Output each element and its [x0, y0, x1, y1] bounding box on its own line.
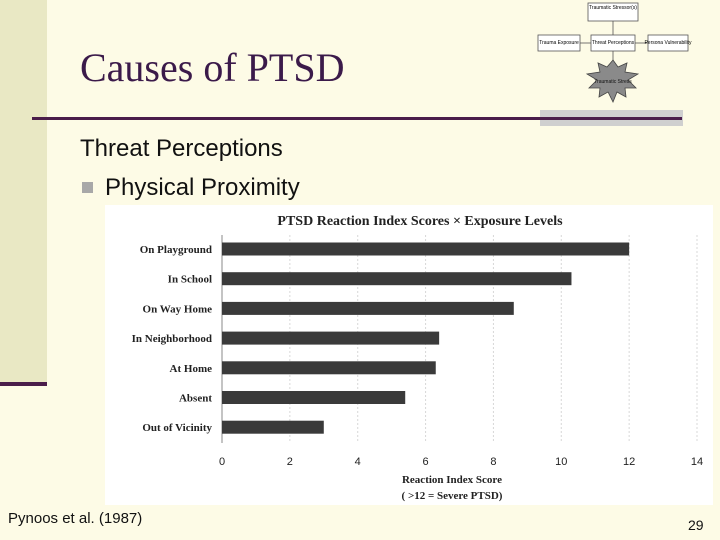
chart-bar — [222, 420, 324, 434]
chart-tick-label: 0 — [219, 456, 225, 468]
title-rule — [32, 117, 682, 120]
section-heading: Threat Perceptions — [80, 135, 283, 162]
chart-category-label: On Playground — [140, 244, 212, 256]
chart-bar — [222, 331, 440, 345]
bullet-text: Physical Proximity — [105, 174, 300, 201]
chart-title: PTSD Reaction Index Scores × Exposure Le… — [277, 214, 563, 229]
chart-tick-label: 8 — [490, 456, 496, 468]
chart-category-label: Absent — [179, 393, 212, 405]
chart-tick-label: 10 — [555, 456, 567, 468]
bullet-item: Physical Proximity — [82, 174, 300, 202]
chart-xlabel-note: ( >12 = Severe PTSD) — [402, 490, 503, 502]
chart-bar — [222, 272, 572, 286]
causes-diagram: Traumatic Stressor(s) Trauma Exposure Th… — [537, 2, 692, 103]
chart-tick-label: 14 — [691, 456, 703, 468]
chart-category-label: In Neighborhood — [132, 333, 212, 345]
left-accent-bar — [0, 382, 47, 386]
chart-tick-label: 2 — [287, 456, 293, 468]
chart-bar — [222, 391, 406, 404]
diagram-top-box-text: Traumatic Stressor(s) — [589, 5, 637, 11]
chart-tick-label: 12 — [623, 456, 635, 468]
chart-tick-label: 6 — [423, 456, 429, 468]
slide-title: Causes of PTSD — [80, 45, 345, 90]
chart-tick-label: 4 — [355, 456, 361, 468]
bullet-square-icon — [82, 182, 93, 193]
ptsd-bar-chart: PTSD Reaction Index Scores × Exposure Le… — [105, 205, 713, 505]
diagram-burst-shape — [585, 59, 640, 103]
chart-bar — [222, 242, 630, 256]
chart-xlabel: Reaction Index Score — [402, 474, 502, 486]
diagram-right-box-text: Persona Vulnerability — [644, 40, 692, 46]
chart-bar — [222, 301, 514, 315]
chart-category-label: In School — [168, 274, 212, 286]
chart-category-label: At Home — [170, 363, 213, 375]
diagram-middle-box-text: Threat Perceptions — [592, 40, 635, 46]
left-decor-band — [0, 0, 47, 386]
diagram-left-box-text: Trauma Exposure — [539, 40, 579, 46]
diagram-right-box — [647, 34, 689, 52]
citation: Pynoos et al. (1987) — [8, 510, 143, 527]
chart-bar — [222, 361, 436, 375]
page-number: 29 — [688, 517, 704, 533]
diagram-burst-text: Traumatic Stress — [594, 79, 632, 85]
chart-category-label: On Way Home — [143, 303, 213, 315]
chart-category-label: Out of Vicinity — [142, 422, 212, 434]
